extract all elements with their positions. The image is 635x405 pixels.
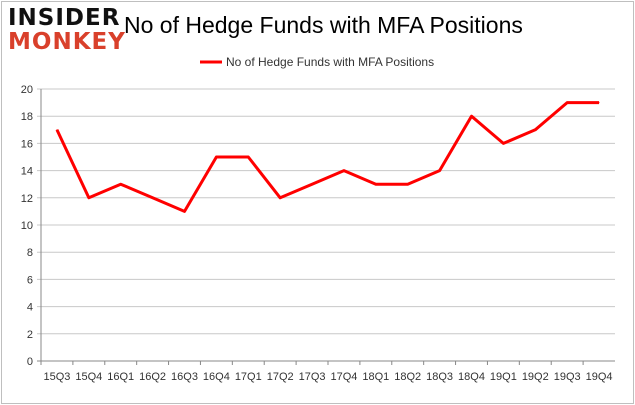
data-point [120, 183, 122, 185]
x-tick-label: 15Q4 [75, 371, 102, 383]
x-tick-label: 18Q4 [458, 371, 485, 383]
data-point [502, 142, 504, 144]
data-point [215, 156, 217, 158]
y-tick-label: 4 [27, 302, 33, 314]
x-tick-label: 17Q1 [235, 371, 262, 383]
x-tick-label: 16Q3 [171, 371, 198, 383]
chart-title: No of Hedge Funds with MFA Positions [124, 12, 523, 38]
x-tick-label: 15Q3 [43, 371, 70, 383]
x-tick-label: 17Q3 [299, 371, 326, 383]
data-point [534, 129, 536, 131]
data-point [439, 170, 441, 172]
logo-line2: MONKEY [8, 29, 126, 55]
x-tick-label: 18Q2 [394, 371, 421, 383]
x-tick-label: 17Q4 [330, 371, 357, 383]
data-point [598, 102, 600, 104]
y-tick-label: 18 [21, 111, 33, 123]
x-tick-label: 19Q2 [522, 371, 549, 383]
x-tick-label: 16Q4 [203, 371, 230, 383]
y-tick-label: 10 [21, 220, 33, 232]
legend-label: No of Hedge Funds with MFA Positions [226, 55, 434, 69]
y-tick-label: 8 [27, 247, 33, 259]
series-line [55, 101, 600, 213]
x-tick-label: 19Q4 [586, 371, 613, 383]
x-tick-label: 19Q1 [490, 371, 517, 383]
y-tick-label: 12 [21, 193, 33, 205]
data-point [247, 156, 249, 158]
logo-line1: INSIDER [8, 5, 121, 31]
data-point [56, 129, 58, 131]
x-tick-label: 16Q1 [107, 371, 134, 383]
x-tick-label: 18Q3 [426, 371, 453, 383]
x-tick-label: 17Q2 [267, 371, 294, 383]
x-tick-label: 18Q1 [362, 371, 389, 383]
data-point [311, 183, 313, 185]
y-tick-label: 6 [27, 274, 33, 286]
y-tick-label: 14 [21, 166, 33, 178]
y-tick-label: 16 [21, 138, 33, 150]
data-point [184, 210, 185, 212]
data-point [343, 170, 345, 172]
data-point [375, 183, 377, 185]
y-tick-label: 20 [21, 84, 33, 96]
data-point [88, 197, 90, 199]
insider-monkey-logo: INSIDER MONKEY [8, 6, 126, 54]
y-tick-label: 0 [27, 356, 33, 368]
x-tick-label: 16Q2 [139, 371, 166, 383]
y-tick-label: 2 [27, 329, 33, 341]
data-point [566, 102, 568, 104]
data-point [407, 183, 409, 185]
data-point [152, 197, 154, 199]
data-point [471, 115, 472, 117]
x-tick-label: 19Q3 [554, 371, 581, 383]
data-point [279, 197, 281, 199]
